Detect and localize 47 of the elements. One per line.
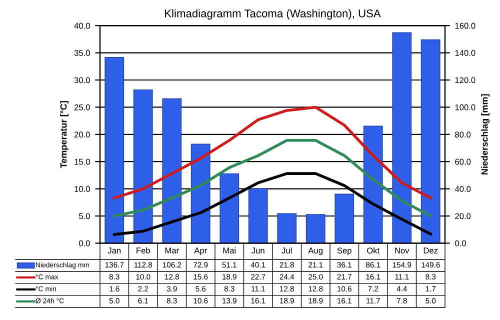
bar — [334, 194, 354, 244]
chart-title: Klimadiagramm Tacoma (Washington), USA — [165, 9, 381, 20]
y-tick-label: 10.0 — [74, 186, 90, 192]
y-axis-title: Temperatur [°C] — [60, 101, 69, 168]
x-tick-label: Mai — [223, 247, 236, 254]
y2-tick-label: 140.0 — [455, 50, 476, 56]
y-tick-label: 5.0 — [79, 213, 90, 220]
x-tick-label: Nov — [395, 248, 410, 254]
x-tick-label: Okt — [367, 247, 380, 254]
bar — [104, 56, 124, 244]
bar — [306, 214, 326, 244]
y-tick-label: 15.0 — [74, 158, 90, 165]
line-series — [112, 138, 432, 218]
bar — [248, 188, 268, 244]
x-tick-label: Aug — [308, 248, 322, 256]
y-tick-label: 35.0 — [74, 50, 90, 56]
x-tick-label: Apr — [194, 248, 207, 256]
y-tick-label: 25.0 — [74, 104, 90, 110]
y2-axis-title: Niederschlag [mm] — [481, 94, 490, 174]
x-tick-label: Dez — [424, 248, 438, 254]
bar — [363, 126, 383, 244]
x-tick-label: Jan — [108, 248, 121, 254]
bar — [277, 213, 297, 244]
y-tick-label: 40.0 — [74, 22, 90, 29]
x-tick-label: Sep — [337, 248, 352, 256]
y-tick-label: 30.0 — [74, 77, 90, 84]
line-series — [112, 106, 432, 200]
y2-tick-label: 120.0 — [455, 77, 476, 84]
bar — [392, 32, 412, 244]
x-tick-label: Feb — [136, 247, 150, 254]
y-tick-label: 0.0 — [79, 240, 90, 246]
bar — [133, 89, 153, 244]
bar — [162, 98, 182, 244]
y2-tick-label: 20.0 — [455, 213, 471, 220]
x-tick-label: Jul — [282, 247, 292, 254]
y2-tick-label: 40.0 — [454, 186, 471, 192]
bar — [190, 144, 210, 244]
y2-tick-label: 60.0 — [455, 158, 471, 165]
x-tick-label: Mar — [165, 248, 179, 254]
y2-tick-label: 80.0 — [455, 132, 471, 138]
y2-tick-label: 100.0 — [455, 104, 476, 110]
y2-tick-label: 160.0 — [455, 22, 476, 29]
bar — [420, 39, 440, 244]
y-tick-label: 20.0 — [74, 132, 90, 138]
x-tick-label: Jun — [252, 248, 264, 254]
y2-tick-label: 0.0 — [455, 240, 466, 246]
bar — [220, 173, 240, 244]
